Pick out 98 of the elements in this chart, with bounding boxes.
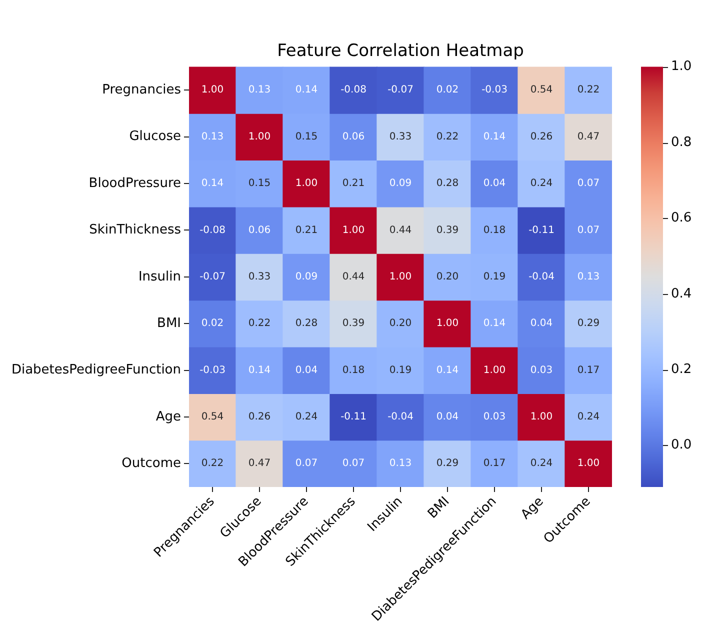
color-bar-label: 0.8	[671, 134, 692, 150]
data-label: 0.29	[436, 458, 459, 470]
data-label: 1.00	[530, 412, 553, 423]
y-tick-label: Pregnancies	[102, 82, 182, 98]
data-label: 0.33	[389, 131, 412, 142]
data-label: 0.04	[530, 318, 553, 330]
data-label: -0.08	[340, 84, 366, 96]
data-label: 1.00	[201, 84, 224, 96]
data-label: 0.04	[436, 412, 459, 423]
data-label: 0.44	[389, 224, 412, 236]
data-label: 0.22	[248, 318, 271, 330]
data-label: 0.20	[436, 271, 459, 282]
data-label: 0.54	[530, 84, 553, 96]
data-label: 0.06	[342, 131, 365, 142]
data-label: 0.39	[342, 318, 365, 330]
data-label: 0.17	[577, 364, 600, 376]
data-label: 0.13	[389, 458, 412, 470]
data-label: 0.14	[436, 364, 459, 376]
data-label: 0.19	[389, 364, 412, 376]
data-label: -0.04	[388, 412, 414, 423]
color-bar-label: 0.6	[671, 210, 692, 226]
data-label: 0.29	[577, 318, 600, 330]
data-label: 1.00	[389, 271, 412, 282]
data-label: 0.18	[342, 364, 365, 376]
data-label: 0.18	[483, 224, 506, 236]
data-label: 0.09	[295, 271, 318, 282]
data-label: 0.26	[248, 412, 271, 423]
data-label: 0.13	[248, 84, 271, 96]
data-label: -0.11	[340, 412, 366, 423]
data-label: 1.00	[577, 458, 600, 470]
y-tick-label: BMI	[157, 316, 181, 331]
data-label: 0.04	[483, 178, 506, 190]
data-label: -0.07	[200, 271, 226, 282]
data-label: 0.14	[483, 318, 506, 330]
data-label: 0.47	[577, 131, 600, 142]
y-tick-label: SkinThickness	[89, 222, 182, 238]
data-label: 0.19	[483, 271, 506, 282]
y-tick-label: Age	[156, 409, 181, 424]
data-label: 0.07	[577, 224, 600, 236]
data-label: 0.54	[201, 412, 224, 423]
data-label: 0.07	[342, 458, 365, 470]
data-label: 0.20	[389, 318, 412, 330]
data-label: 0.22	[201, 458, 224, 470]
data-label: -0.03	[200, 364, 226, 376]
data-label: 0.13	[201, 131, 224, 142]
data-label: 0.07	[295, 458, 318, 470]
y-tick-label: Insulin	[138, 269, 181, 284]
data-label: 0.44	[342, 271, 365, 282]
data-label: 0.28	[436, 178, 459, 190]
data-label: 0.24	[530, 178, 553, 190]
data-label: -0.03	[482, 84, 508, 96]
data-label: 0.39	[436, 224, 459, 236]
data-label: 0.14	[483, 131, 506, 142]
data-label: 1.00	[248, 131, 271, 142]
data-label: 0.09	[389, 178, 412, 190]
data-label: 0.13	[577, 271, 600, 282]
data-label: 0.02	[201, 318, 224, 330]
data-label: 1.00	[342, 224, 365, 236]
data-label: -0.08	[200, 224, 226, 236]
data-label: 0.15	[248, 178, 271, 190]
y-tick-label: Outcome	[122, 456, 181, 472]
data-label: 0.47	[248, 458, 271, 470]
data-label: 0.17	[483, 458, 506, 470]
data-label: 0.21	[342, 178, 365, 190]
data-label: 0.26	[530, 131, 553, 142]
data-label: -0.11	[528, 224, 554, 236]
data-label: 0.14	[248, 364, 271, 376]
data-label: 1.00	[295, 178, 318, 190]
data-label: 0.33	[248, 271, 271, 282]
data-label: 0.06	[248, 224, 271, 236]
color-bar-label: 0.2	[671, 362, 692, 378]
y-tick-label: BloodPressure	[88, 176, 181, 191]
y-tick-label: Glucose	[129, 129, 181, 144]
data-label: 0.02	[436, 84, 459, 96]
data-label: 0.24	[295, 412, 318, 423]
chart-title: Feature Correlation Heatmap	[277, 41, 524, 62]
color-bar-label: 0.0	[671, 438, 692, 453]
data-label: 0.15	[295, 131, 318, 142]
x-tick-label: Age	[518, 494, 547, 523]
data-label: 0.22	[577, 84, 600, 96]
data-label: 1.00	[483, 364, 506, 376]
color-bar-label: 0.4	[671, 286, 692, 302]
data-label: 0.21	[295, 224, 318, 236]
color-bar-label: 1.0	[671, 59, 692, 74]
y-tick-label: DiabetesPedigreeFunction	[11, 362, 181, 378]
data-label: 0.14	[201, 178, 224, 190]
data-label: 0.22	[436, 131, 459, 142]
data-label: 0.03	[530, 364, 553, 376]
data-label: 0.24	[577, 412, 600, 423]
data-label: 0.07	[577, 178, 600, 190]
data-label: -0.04	[528, 271, 554, 282]
data-label: 0.03	[483, 412, 506, 423]
data-label: 0.28	[295, 318, 318, 330]
data-label: 0.04	[295, 364, 318, 376]
data-label: 0.24	[530, 458, 553, 470]
data-label: 0.14	[295, 84, 318, 96]
data-label: -0.07	[388, 84, 414, 96]
data-label: 1.00	[436, 318, 459, 330]
